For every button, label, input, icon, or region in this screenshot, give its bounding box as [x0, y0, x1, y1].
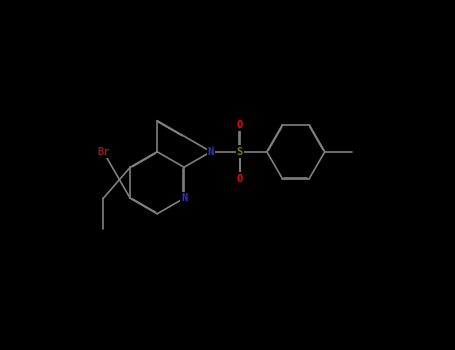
Text: Br: Br	[97, 147, 110, 157]
Text: O: O	[237, 174, 243, 184]
Text: S: S	[237, 147, 243, 157]
Text: O: O	[237, 120, 243, 130]
Text: N: N	[208, 147, 214, 157]
Text: N: N	[181, 193, 187, 203]
